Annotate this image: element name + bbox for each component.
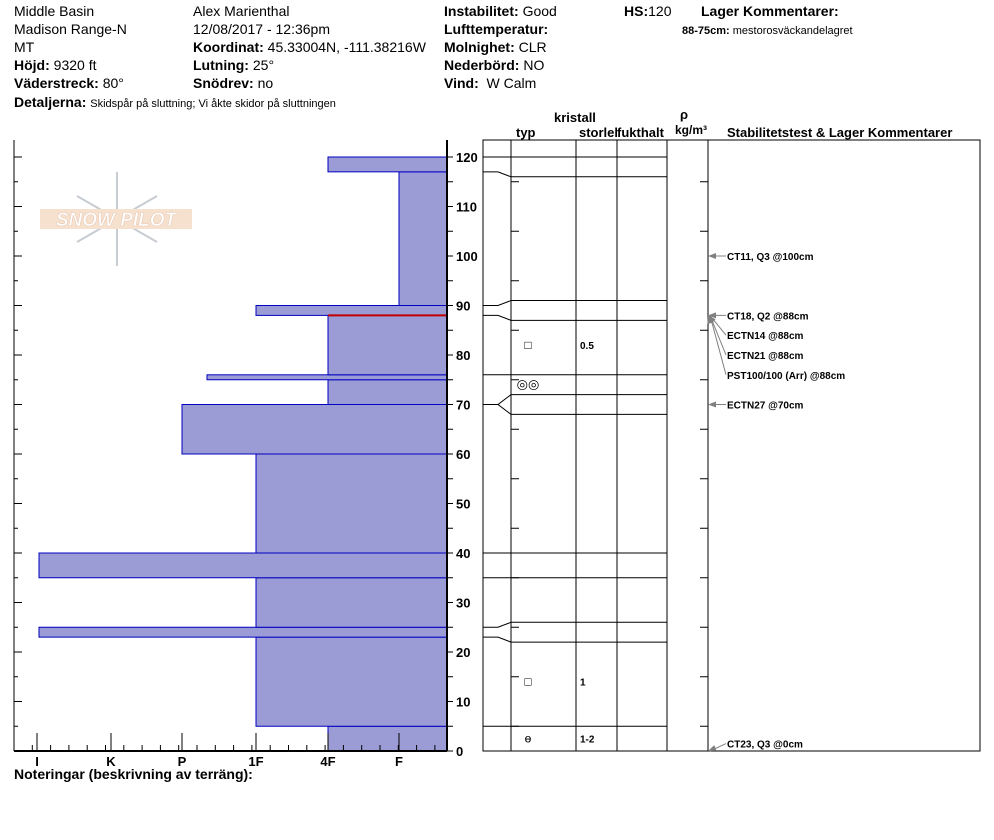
layer-connector (483, 636, 512, 643)
crystal-size: 1 (580, 678, 586, 689)
hardness-bar (181, 404, 448, 455)
crystal-size: 0.5 (580, 341, 594, 352)
hardness-bar (255, 453, 448, 554)
layer-comments-title: Lager Kommentarer: (701, 3, 839, 19)
arrowhead-icon (708, 312, 716, 319)
state: MT (14, 39, 35, 55)
hardness-tick-label: I (35, 754, 39, 769)
instability: Instabilitet: Good (444, 3, 557, 19)
location: Middle Basin (14, 3, 95, 19)
hardness-tick-label: 1F (248, 754, 263, 769)
layer-connector (483, 404, 512, 415)
depth-tick-label: 110 (456, 200, 477, 215)
header-type: typ (516, 125, 536, 140)
depth-tick-label: 0 (456, 744, 463, 759)
layer-connector (483, 314, 512, 321)
stability-test-label: PST100/100 (Arr) @88cm (727, 371, 845, 382)
precipitation: Nederbörd: NO (444, 57, 545, 73)
stability-test-label: CT11, Q3 @100cm (727, 252, 814, 263)
test-arrow (709, 315, 727, 375)
stability-test-label: ECTN27 @70cm (727, 401, 804, 412)
layer-connector (483, 621, 512, 628)
header-stability: Stabilitetstest & Lager Kommentarer (727, 125, 953, 140)
layer-connector (483, 171, 512, 178)
arrowhead-icon (708, 745, 717, 751)
stability-test-label: CT18, Q2 @88cm (727, 311, 809, 322)
range: Madison Range-N (14, 21, 127, 37)
hardness-tick-label: K (106, 754, 116, 769)
depth-tick-label: 90 (456, 299, 470, 314)
layer-connector (483, 394, 512, 405)
depth-tick-label: 20 (456, 645, 470, 660)
stability-test-label: ECTN14 @88cm (727, 331, 804, 342)
hardness-bar (327, 156, 448, 173)
depth-tick-label: 60 (456, 447, 470, 462)
stability-test-label: CT23, Q3 @0cm (727, 740, 803, 751)
hardness-tick-label: F (395, 754, 403, 769)
arrowhead-icon (708, 401, 716, 408)
snowpilot-logo: SNOW PILOT (40, 172, 192, 266)
svg-text:SNOW PILOT: SNOW PILOT (56, 210, 178, 231)
hardness-tick-label: 4F (320, 754, 335, 769)
layer-connector (483, 300, 512, 306)
elevation: Höjd: 9320 ft (14, 57, 97, 73)
details: Detaljerna: Skidspår på sluttning; Vi åk… (14, 94, 336, 110)
depth-tick-label: 120 (456, 150, 478, 165)
depth-tick-label: 10 (456, 695, 470, 710)
header-crystal: kristall (554, 110, 596, 125)
observer: Alex Marienthal (193, 3, 290, 19)
crystal-type-icon: ◎◎ (517, 377, 540, 392)
hardness-bar (255, 305, 448, 316)
hardness-bar (206, 374, 448, 381)
depth-tick-label: 70 (456, 398, 470, 413)
hardness-bar (255, 577, 448, 628)
header-rho: ρ (680, 107, 689, 122)
arrowhead-icon (708, 253, 716, 259)
depth-tick-label: 50 (456, 497, 470, 512)
hardness-bar (327, 314, 448, 376)
wind: Vind: W Calm (444, 75, 537, 91)
hardness-bar (398, 171, 448, 306)
crystal-type-icon: □ (524, 338, 531, 352)
arrowhead-icon (707, 315, 714, 324)
sky: Molnighet: CLR (444, 39, 547, 55)
air-temperature: Lufttemperatur: (444, 21, 549, 37)
crystal-size: 1-2 (580, 735, 595, 746)
depth-tick-label: 80 (456, 348, 470, 363)
layer-table (482, 139, 981, 752)
stability-test-label: ECTN21 @88cm (727, 351, 804, 362)
coordinates: Koordinat: 45.33004N, -111.38216W (193, 39, 426, 55)
header-moisture: fukthalt (617, 125, 664, 140)
drift: Snödrev: no (193, 75, 274, 91)
aspect: Väderstreck: 80° (14, 75, 124, 91)
snow-height: HS:120 (624, 3, 672, 19)
slope: Lutning: 25° (193, 57, 275, 73)
crystal-type-icon: □ (524, 675, 531, 689)
depth-tick-label: 100 (456, 249, 478, 264)
hardness-bar (38, 626, 448, 638)
hardness-bar (38, 552, 448, 579)
depth-tick-label: 40 (456, 546, 470, 561)
datetime: 12/08/2017 - 12:36pm (193, 21, 330, 37)
header-density: kg/m³ (675, 123, 708, 137)
layer-comment: 88-75cm: mestorosväckandelagret (682, 25, 853, 37)
crystal-type-icon: ɵ (525, 732, 532, 746)
hardness-bar (255, 636, 448, 727)
hardness-tick-label: P (178, 754, 187, 769)
depth-tick-label: 30 (456, 596, 470, 611)
hardness-bar (327, 725, 448, 752)
header-size: storlek (579, 125, 617, 140)
notes-label: Noteringar (beskrivning av terräng): (14, 766, 253, 782)
hardness-bar (327, 379, 448, 405)
